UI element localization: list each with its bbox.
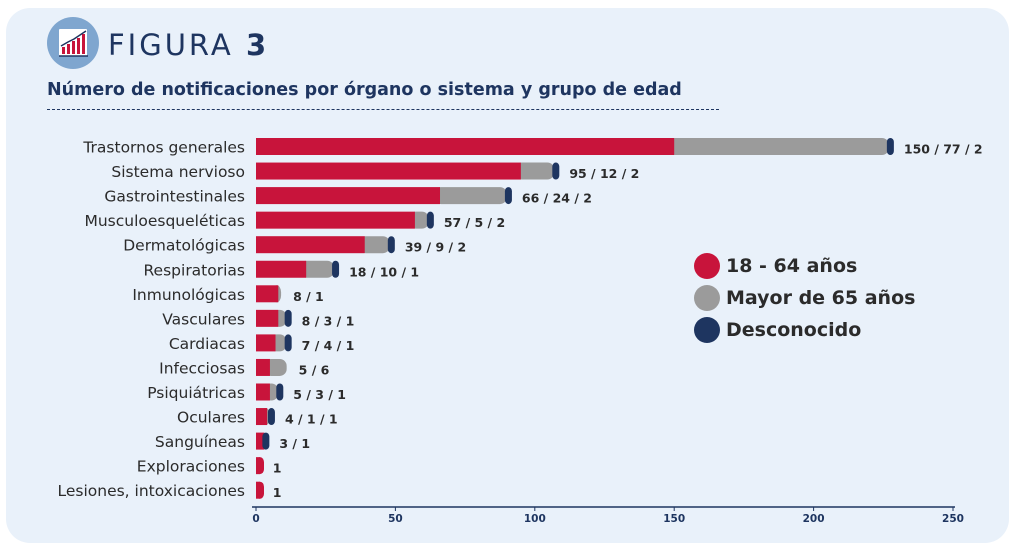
category-label: Lesiones, intoxicaciones — [57, 482, 245, 500]
bar-segment-18-64 — [256, 432, 265, 450]
figure-label: FIGURA 3 — [108, 28, 266, 62]
bar-segment-unknown — [276, 383, 284, 401]
legend-swatch — [694, 285, 720, 311]
legend-swatch — [694, 317, 720, 343]
bar-segment-65-plus — [434, 187, 507, 205]
data-label: 57 / 5 / 2 — [444, 215, 505, 230]
data-label: 1 — [273, 485, 282, 500]
legend: 18 - 64 años Mayor de 65 años Desconocido — [694, 250, 915, 346]
category-label: Inmunológicas — [132, 286, 245, 304]
bar-segment-65-plus — [300, 260, 335, 278]
bar-segment-18-64 — [256, 236, 365, 254]
category-label: Oculares — [177, 409, 245, 427]
bar-segment-unknown — [262, 432, 270, 450]
bar-segment-unknown — [886, 138, 894, 155]
bar-segment-unknown — [284, 309, 292, 327]
bar-segment-18-64 — [256, 334, 276, 352]
bar-segment-18-64 — [256, 383, 270, 401]
chart-title: Número de notificaciones por órgano o si… — [47, 80, 682, 100]
bar-segment-18-64 — [256, 408, 268, 426]
data-label: 18 / 10 / 1 — [349, 264, 419, 279]
bar-segment-unknown — [284, 334, 292, 352]
data-label: 7 / 4 / 1 — [302, 338, 355, 353]
bar-segment-unknown — [267, 408, 275, 426]
category-label: Musculoesqueléticas — [84, 212, 245, 230]
bar-segment-unknown — [332, 260, 340, 278]
data-label: 5 / 3 / 1 — [293, 387, 346, 402]
bar-segment-18-64 — [256, 211, 415, 229]
bar-segment-18-64 — [256, 162, 521, 180]
legend-item: Mayor de 65 años — [694, 282, 915, 314]
x-tick-label: 100 — [524, 513, 546, 525]
bar-segment-unknown — [504, 187, 512, 205]
legend-item: 18 - 64 años — [694, 250, 915, 282]
legend-label: Desconocido — [726, 319, 862, 341]
category-label: Psiquiátricas — [147, 384, 245, 402]
title-divider — [47, 109, 719, 110]
data-label: 8 / 3 / 1 — [302, 313, 355, 328]
x-tick-label: 200 — [803, 513, 825, 525]
category-label: Sistema nervioso — [111, 163, 245, 181]
data-label: 8 / 1 — [293, 289, 324, 304]
bar-segment-18-64-cap — [256, 481, 264, 499]
x-tick-label: 250 — [942, 513, 964, 525]
bar-segment-18-64 — [256, 358, 270, 376]
bar-segment-unknown — [552, 162, 560, 180]
bar-segment-18-64 — [256, 285, 279, 303]
x-tick-label: 0 — [252, 513, 259, 525]
data-label: 5 / 6 — [299, 362, 330, 377]
figure-number: 3 — [245, 28, 267, 62]
data-label: 4 / 1 / 1 — [285, 412, 338, 427]
chart-card — [6, 8, 1009, 543]
x-tick-label: 150 — [663, 513, 685, 525]
legend-item: Desconocido — [694, 314, 915, 346]
category-label: Dermatológicas — [123, 237, 245, 255]
category-label: Exploraciones — [137, 458, 245, 476]
bar-segment-65-plus — [514, 162, 555, 180]
data-label: 39 / 9 / 2 — [405, 240, 466, 255]
category-label: Sanguíneas — [155, 433, 245, 451]
data-label: 3 / 1 — [279, 436, 310, 451]
category-label: Respiratorias — [143, 261, 245, 279]
bar-segment-18-64 — [256, 138, 675, 155]
bar-segment-unknown — [426, 211, 434, 229]
bar-chart-icon — [47, 17, 99, 69]
category-label: Cardiacas — [169, 335, 245, 353]
category-label: Trastornos generales — [82, 139, 245, 157]
legend-label: Mayor de 65 años — [726, 287, 916, 309]
figure-word: FIGURA — [108, 28, 234, 62]
x-tick-label: 50 — [388, 513, 403, 525]
category-label: Vasculares — [162, 310, 245, 328]
bar-segment-65-plus — [358, 236, 390, 254]
bar-segment-18-64 — [256, 309, 279, 327]
data-label: 1 — [273, 461, 282, 476]
bar-segment-unknown — [387, 236, 395, 254]
bar-segment-65-plus — [668, 138, 889, 155]
legend-label: 18 - 64 años — [726, 255, 858, 277]
category-label: Infecciosas — [159, 359, 245, 377]
bar-segment-18-64 — [256, 187, 441, 205]
data-label: 95 / 12 / 2 — [569, 166, 639, 181]
data-label: 66 / 24 / 2 — [522, 191, 592, 206]
legend-swatch — [694, 253, 720, 279]
data-label: 150 / 77 / 2 — [904, 142, 983, 157]
bar-segment-18-64 — [256, 260, 307, 278]
category-label: Gastrointestinales — [104, 188, 245, 206]
bar-segment-18-64-cap — [256, 457, 264, 475]
